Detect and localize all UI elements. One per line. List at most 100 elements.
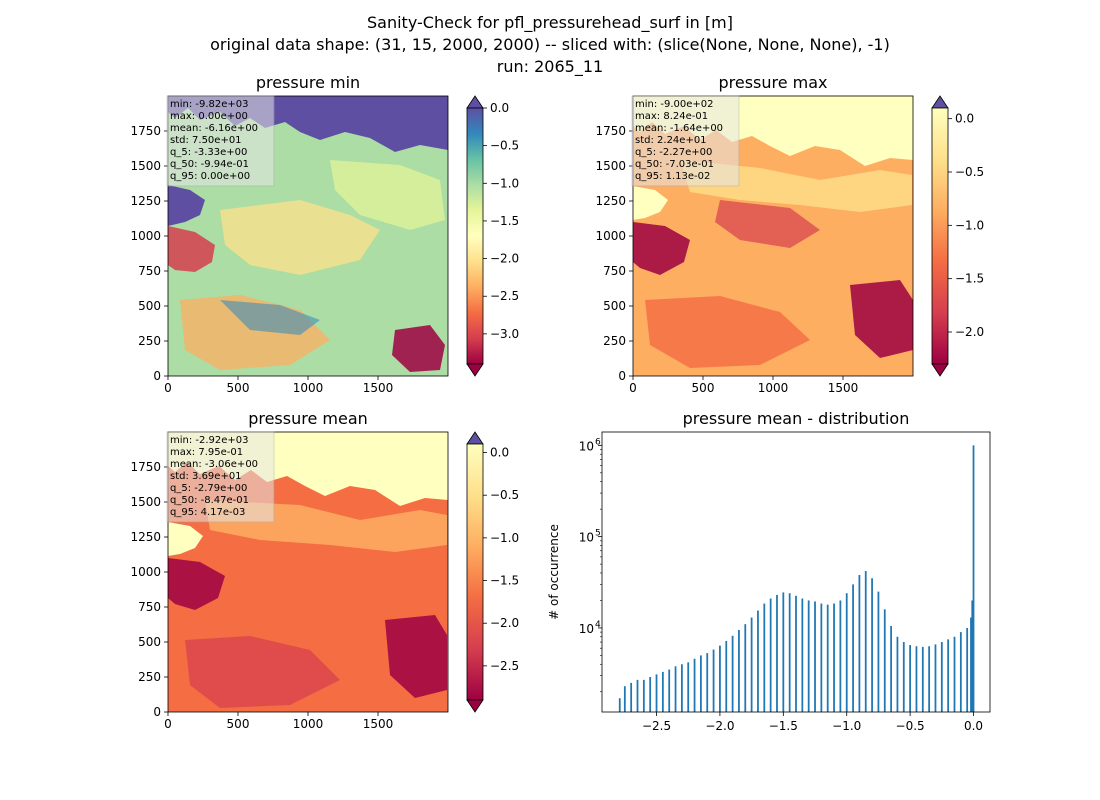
x-tick-label: −2.0 xyxy=(705,719,734,733)
stat-line: mean: -1.64e+00 xyxy=(635,123,723,134)
panel-distribution: pressure mean - distribution −2.5 −2.0 −1.… xyxy=(547,409,991,733)
histogram-bar xyxy=(700,655,702,712)
colorbar-tick-label: −1.5 xyxy=(490,214,519,228)
histogram-bar xyxy=(877,591,880,712)
y-tick-label: 10 xyxy=(579,622,594,636)
stat-line: q_95: 1.13e-02 xyxy=(635,171,710,182)
x-tick-label: −2.5 xyxy=(642,719,671,733)
y-tick-label: 1000 xyxy=(130,565,161,579)
y-tick-label: 1250 xyxy=(595,194,626,208)
colorbar-tick-label: −0.5 xyxy=(955,165,984,179)
dry-region-west xyxy=(633,222,690,275)
panel-pressure-max: pressure max 0 500 1000 1500 0 250 500 750 1000 1… xyxy=(595,73,984,395)
colorbar-tick-label: 0.0 xyxy=(490,446,509,460)
histogram-bar xyxy=(902,642,905,712)
colorbar-extend-bottom xyxy=(466,363,484,377)
panel-pressure-min: pressure min 0 500 1000 1500 0 250 500 750 1000 1… xyxy=(130,73,519,395)
stats-box: min: -2.92e+03 max: 7.95e-01 mean: -3.06… xyxy=(166,431,275,523)
histogram-bar xyxy=(655,674,658,712)
x-tick-label: 500 xyxy=(227,381,250,395)
stat-line: std: 3.69e+01 xyxy=(170,471,242,482)
colorbar: 0.0 −0.5 −1.0 −1.5 −2.0 −2.5 −3.0 xyxy=(466,95,519,377)
y-tick-label: 750 xyxy=(603,264,626,278)
histogram-bar xyxy=(820,603,823,712)
stat-line: q_5: -3.33e+00 xyxy=(170,147,247,158)
histogram-bar xyxy=(845,593,848,712)
x-tick-label: 1500 xyxy=(363,381,394,395)
stat-line: min: -2.92e+03 xyxy=(170,435,249,446)
colorbar-tick-label: −2.5 xyxy=(490,659,519,673)
histogram-bar xyxy=(858,575,861,712)
stat-line: q_50: -7.03e-01 xyxy=(635,159,714,170)
axis-ticks: 0 500 1000 1500 0 250 500 750 1000 1250 1500 1750 xyxy=(130,124,393,395)
colorbar-extend-bottom xyxy=(466,699,484,713)
blue-region-south xyxy=(220,300,320,335)
histogram-bar xyxy=(934,644,937,712)
histogram-bar xyxy=(623,686,626,712)
stat-line: std: 7.50e+01 xyxy=(170,135,242,146)
red-region-southeast xyxy=(850,280,913,358)
colorbar-tick-label: −1.5 xyxy=(955,272,984,286)
colorbar-tick-label: 0.0 xyxy=(955,112,974,126)
y-tick-label: 250 xyxy=(138,334,161,348)
y-tick-label: 1750 xyxy=(595,124,626,138)
histogram-bar xyxy=(966,627,969,712)
red-region-southeast xyxy=(392,325,445,372)
dry-region-west xyxy=(168,226,215,272)
y-tick-label: 0 xyxy=(153,705,161,719)
y-tick-label: 250 xyxy=(603,334,626,348)
histogram-bar xyxy=(693,658,696,712)
y-tick-label: 1250 xyxy=(130,194,161,208)
y-tick-label: 1000 xyxy=(595,229,626,243)
histogram-bar xyxy=(776,594,778,712)
histogram-bar xyxy=(618,698,621,712)
stat-line: q_95: 0.00e+00 xyxy=(170,171,250,182)
histogram-bar xyxy=(782,592,785,712)
colorbar-extend-top xyxy=(466,95,484,109)
histogram-bar xyxy=(636,679,639,712)
dry-region-west xyxy=(168,558,225,610)
histogram-bars xyxy=(618,445,975,712)
colorbar-tick-label: −1.0 xyxy=(490,531,519,545)
panel-title: pressure mean - distribution xyxy=(683,409,910,428)
histogram-bar xyxy=(928,646,931,712)
x-tick-label: 1000 xyxy=(293,381,324,395)
histogram-bar xyxy=(807,600,810,712)
y-tick-label: 500 xyxy=(138,635,161,649)
panel-title: pressure max xyxy=(718,73,827,92)
colorbar-tick-label: 0.0 xyxy=(490,101,509,115)
y-tick-label: 1000 xyxy=(130,229,161,243)
y-tick-label: 1500 xyxy=(130,159,161,173)
stat-line: q_95: 4.17e-03 xyxy=(170,507,245,518)
y-tick-label: 500 xyxy=(138,299,161,313)
histogram-bar xyxy=(738,629,740,712)
x-tick-label: 0 xyxy=(164,381,172,395)
x-tick-label: −1.0 xyxy=(832,719,861,733)
x-tick-label: −1.5 xyxy=(769,719,798,733)
x-tick-label: 1000 xyxy=(758,381,789,395)
histogram-bar xyxy=(959,632,962,712)
x-tick-label: 0 xyxy=(164,717,172,731)
mixed-region-east xyxy=(330,160,445,230)
y-tick-label: 10 xyxy=(579,439,594,453)
axis-ticks: 0 500 1000 1500 0 250 500 750 1000 1250 1500 1750 xyxy=(130,460,393,731)
histogram-bar xyxy=(687,662,690,712)
x-tick-label: 0.0 xyxy=(964,719,983,733)
x-tick-label: 1000 xyxy=(293,717,324,731)
colorbar-gradient xyxy=(931,107,949,365)
stat-line: min: -9.82e+03 xyxy=(170,99,249,110)
histogram-bar xyxy=(674,666,677,712)
histogram-bar xyxy=(839,600,842,712)
histogram-bar xyxy=(940,642,943,712)
stat-line: max: 8.24e-01 xyxy=(635,111,708,122)
histogram-bar xyxy=(953,636,956,712)
stats-text: min: -9.82e+03 max: 0.00e+00 mean: -6.16… xyxy=(170,99,261,182)
x-tick-label: 500 xyxy=(692,381,715,395)
colorbar: 0.0 −0.5 −1.0 −1.5 −2.0 −2.5 xyxy=(466,431,519,713)
panel-title: pressure min xyxy=(256,73,360,92)
histogram-bar xyxy=(801,598,804,712)
stat-line: min: -9.00e+02 xyxy=(635,99,714,110)
y-tick-label: 0 xyxy=(153,369,161,383)
histogram-bar xyxy=(909,645,912,712)
stat-line: std: 2.24e+01 xyxy=(635,135,707,146)
